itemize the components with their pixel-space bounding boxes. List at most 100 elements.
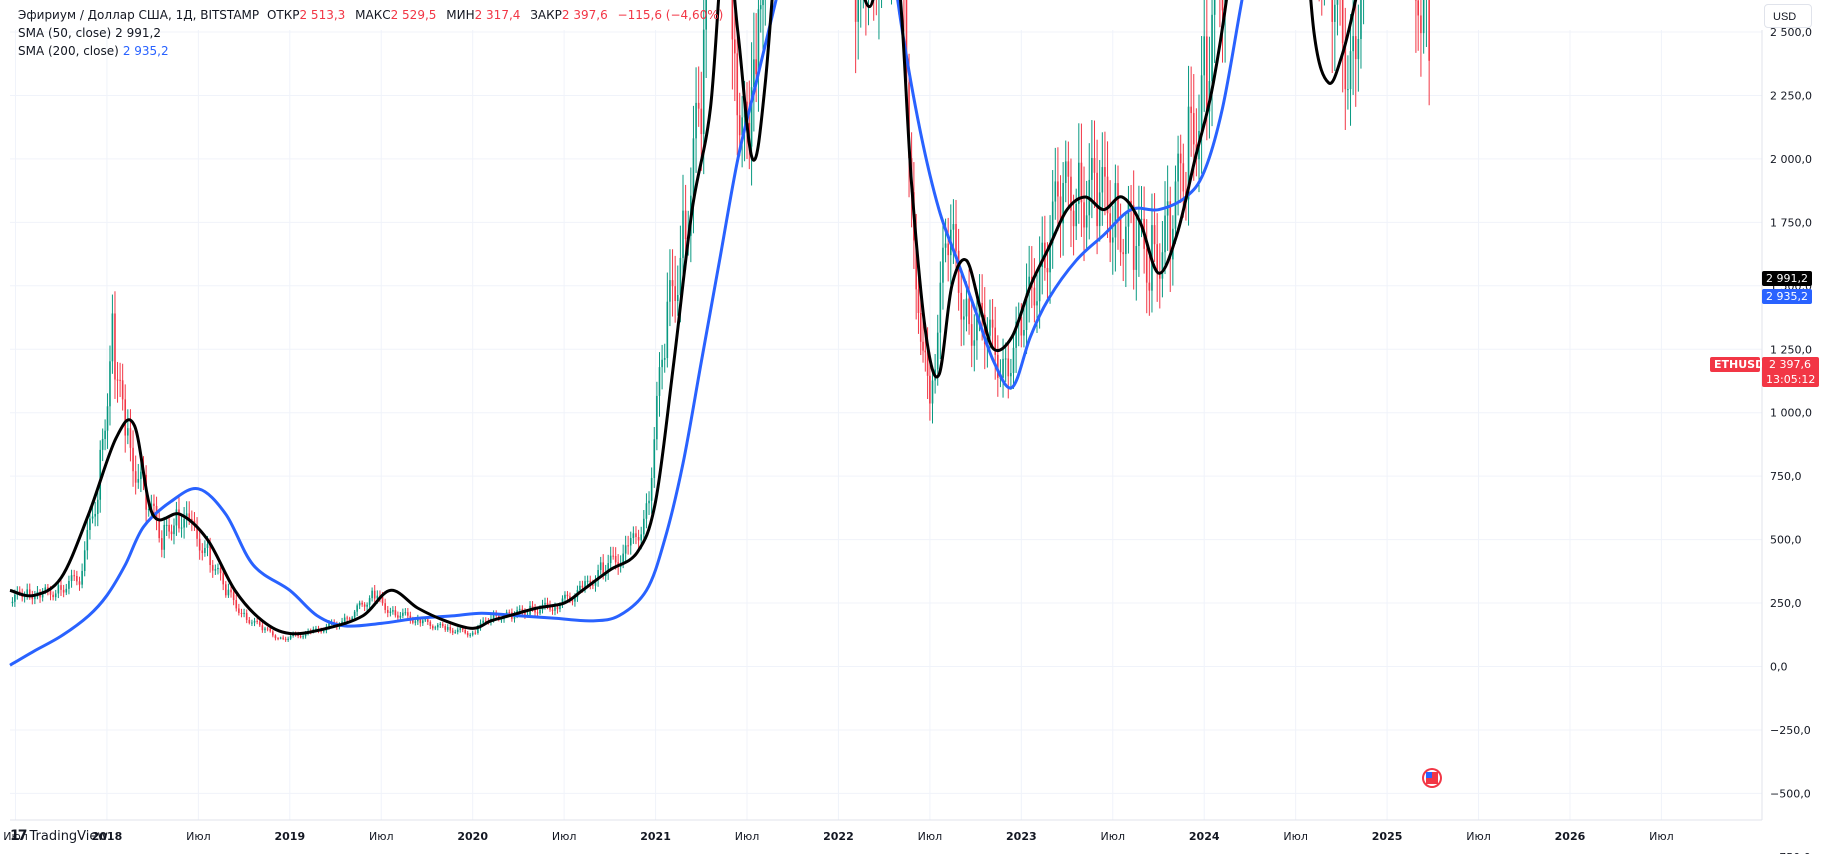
candle-body [643,518,645,535]
candle-body [589,580,592,585]
candle-body [624,545,627,554]
candle-body [407,612,409,616]
candle-body [986,335,989,345]
candle-body [544,602,546,605]
sma50-legend-row[interactable]: SMA (50, close) 2 991,2 [18,24,729,42]
candle-body [1062,182,1064,224]
candle-body [272,631,274,636]
candle-body [679,257,682,296]
price-axis: 5 000,04 750,04 500,04 250,04 000,03 750… [1770,26,1812,854]
candle-body [1091,157,1093,180]
candle-body [434,627,437,629]
candle-body [132,447,134,472]
candle-body [1036,301,1038,306]
time-axis: Июл 2018 Июл 2019 Июл 2020 Июл 2021 Июл 2022 Июл 20… [3,830,1673,843]
candle-body [253,620,256,623]
x-tick-label: Июл [186,830,211,843]
candle-body [952,224,955,230]
candle-body [736,53,739,116]
candle-body [1161,252,1164,279]
candle-body [297,634,299,637]
candle-body [299,636,302,638]
candle-body [76,576,78,582]
candle-body [584,581,586,588]
candle-body [1182,163,1185,192]
candle-body [731,0,734,40]
candle-body [989,319,991,336]
symbol-legend-row[interactable]: Эфириум / Доллар США, 1Д, BITSTAMP ОТКР 2… [18,6,729,24]
candle-body [581,585,584,588]
candle-body [534,608,536,613]
candle-body [635,533,637,538]
sma200-legend-row[interactable]: SMA (200, close) 2 935,2 [18,42,729,60]
candle-body [1130,200,1132,206]
candle-body [170,531,173,535]
candle-body [258,621,261,626]
symbol-title[interactable]: Эфириум / Доллар США, 1Д, BITSTAMP [18,8,260,22]
candle-body [366,604,368,607]
y-tick-label: 250,0 [1770,597,1802,610]
candle-body [419,618,422,624]
x-tick-label: 2024 [1189,830,1220,843]
change-value: −115,6 (−4,60%) [617,8,724,22]
high-value: 2 529,5 [390,8,437,22]
candle-body [52,594,54,598]
candle-body [191,518,193,521]
candle-body [597,569,599,581]
us-flag-icon[interactable] [1422,768,1442,788]
candle-body [73,575,76,577]
candle-body [1020,317,1023,336]
x-tick-label: Июл [369,830,394,843]
candle-body [1211,14,1213,82]
candle-body [1127,200,1130,227]
low-value: 2 317,4 [474,8,521,22]
candle-body [240,612,243,614]
candle-body [592,584,594,586]
y-tick-label: 1 750,0 [1770,216,1812,229]
candle-body [702,29,705,135]
candle-body [1072,210,1075,227]
sma200-label[interactable]: SMA (200, close) [18,44,119,58]
candle-body [482,620,484,623]
candle-body [57,585,60,594]
high-label: МАКС [355,8,391,22]
candle-body [750,87,753,147]
candle-body [322,630,325,632]
open-label: ОТКР [266,8,300,22]
candle-body [612,555,614,557]
tradingview-mark-icon: 17 [10,828,28,844]
candle-body [232,592,235,601]
candle-body [994,327,997,355]
candle-body [456,629,459,633]
candle-body [536,612,539,614]
candle-body [561,598,564,606]
candle-body [682,210,684,258]
candle-body [183,518,185,528]
candle-body [1080,162,1083,203]
candle-body [28,589,31,597]
candle-body [163,524,166,550]
y-tick-label: 750,0 [1770,470,1802,483]
candle-body [109,361,111,407]
close-value: 2 397,6 [561,8,608,22]
candle-body [857,0,860,22]
candle-body [738,115,741,136]
candle-body [14,594,16,602]
y-tick-label: 1 250,0 [1770,343,1812,356]
currency-button[interactable]: USD [1764,4,1812,28]
candle-body [1070,176,1072,211]
sma50-label[interactable]: SMA (50, close) [18,26,112,40]
tradingview-logo[interactable]: 17 TradingView [10,828,108,844]
close-label: ЗАКР [530,8,562,22]
candle-body [175,509,178,526]
candle-body [346,617,348,619]
candle-body [556,607,559,610]
x-tick-label: 2025 [1372,830,1403,843]
candle-body [1114,183,1117,238]
candle-body [277,638,279,640]
candle-body [1015,321,1017,348]
candle-body [991,319,994,328]
candle-body [81,570,83,585]
low-label: МИН [446,8,475,22]
